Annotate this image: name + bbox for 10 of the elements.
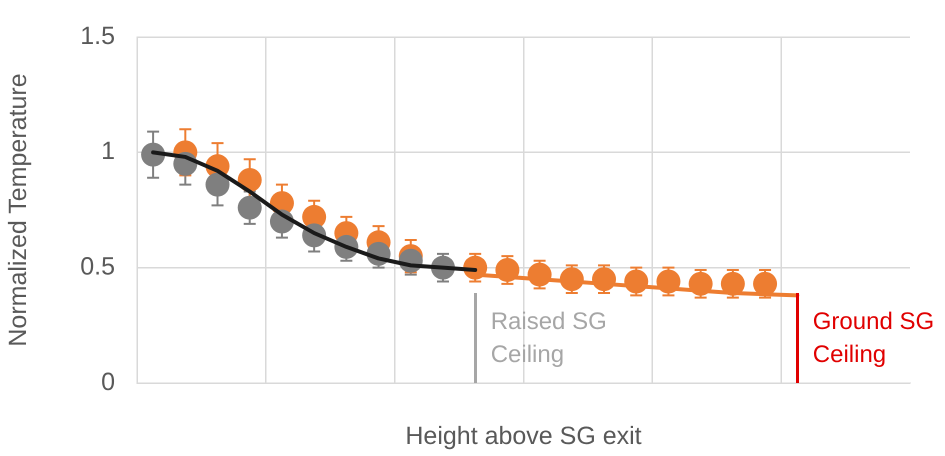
callout: Ground SG Ceiling — [796, 293, 934, 383]
y-axis-title: Normalized Temperature — [4, 73, 32, 347]
y-tick-label: 1.5 — [80, 22, 115, 50]
y-tick-label: 1 — [101, 137, 115, 166]
point — [238, 196, 262, 220]
y-tick-label: 0.5 — [80, 252, 115, 281]
x-axis-title: Height above SG exit — [405, 422, 642, 450]
y-tick-label: 0 — [101, 368, 115, 396]
point — [206, 172, 230, 197]
callout: Raised SG Ceiling — [474, 293, 607, 383]
